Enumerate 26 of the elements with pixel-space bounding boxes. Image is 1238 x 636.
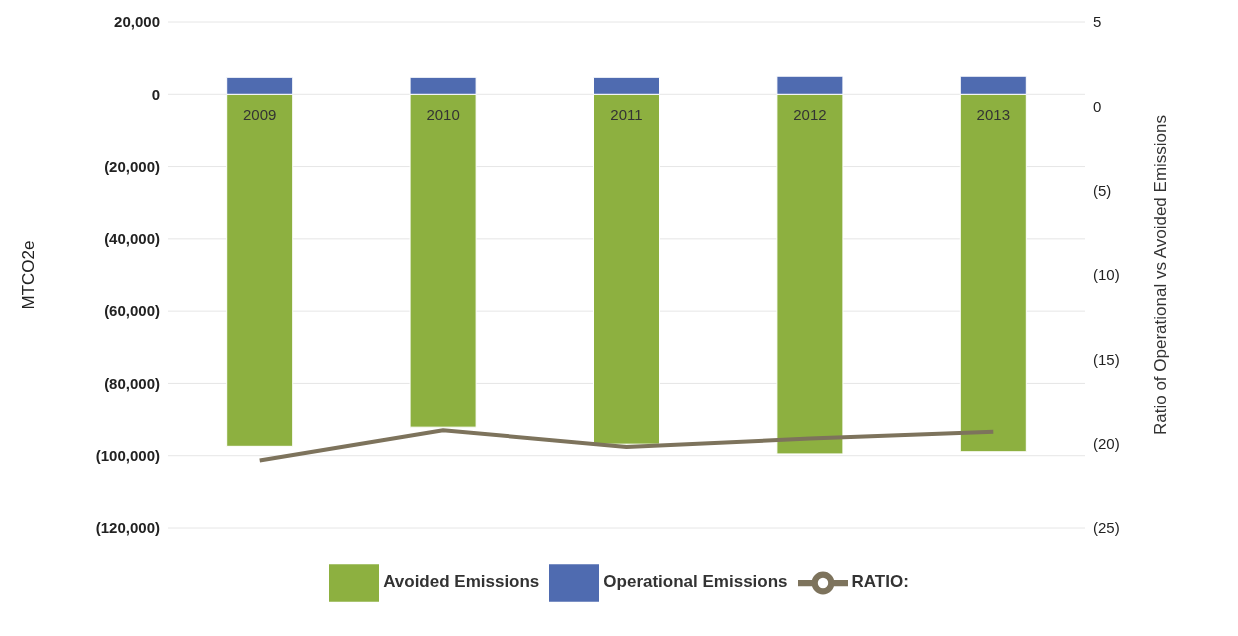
x-tick-label: 2012 [793, 106, 827, 124]
y2-tick-label: (25) [1093, 519, 1120, 537]
y-tick-label: 0 [151, 85, 160, 103]
y-tick-label: (100,000) [95, 447, 160, 465]
y2-tick-label: (10) [1093, 266, 1120, 284]
y2-tick-label: 0 [1093, 97, 1102, 115]
legend-label: Operational Emissions [603, 572, 788, 592]
line-series [257, 428, 996, 463]
y-tick-label: (80,000) [104, 374, 160, 392]
x-tick-label: 2009 [243, 106, 277, 124]
y-tick-label: 20,000 [114, 13, 160, 31]
y2-tick-label: (20) [1093, 434, 1120, 452]
x-tick-label: 2013 [976, 106, 1010, 124]
y2-tick-label: 5 [1093, 13, 1102, 31]
y2-tick-label: (15) [1093, 350, 1120, 368]
y-tick-label: (40,000) [104, 230, 160, 248]
x-tick-label: 2011 [610, 106, 643, 124]
x-tick-label: 2010 [426, 106, 460, 124]
y2-tick-label: (5) [1093, 181, 1112, 199]
legend-label: Avoided Emissions [383, 572, 540, 592]
y-axis-title: MTCO2e [19, 240, 39, 310]
legend-label: RATIO: [851, 572, 909, 592]
y-tick-label: (20,000) [104, 157, 160, 175]
y2-axis-title: Ratio of Operational vs Avoided Emissions [1151, 114, 1171, 436]
y-tick-label: (120,000) [95, 519, 160, 537]
y-tick-label: (60,000) [104, 302, 160, 320]
